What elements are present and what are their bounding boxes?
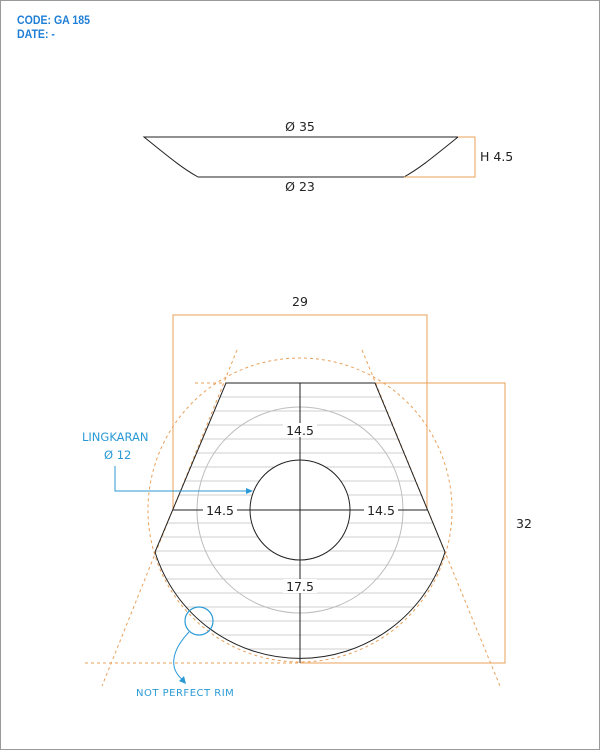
bottom-diameter-label: Ø 23	[285, 179, 315, 194]
code-label: CODE: GA 185	[17, 13, 90, 27]
height-label-right: 32	[516, 516, 532, 531]
rim-leader-arrow	[179, 676, 186, 684]
height-dimension-line	[404, 136, 476, 178]
left-dimension-label: 14.5	[206, 503, 234, 518]
height-dimension-box	[300, 382, 506, 664]
top-diameter-label: Ø 35	[285, 119, 315, 134]
height-label: H 4.5	[480, 149, 513, 164]
rim-annotation-label: NOT PERFECT RIM	[136, 688, 234, 699]
date-label: DATE: -	[17, 27, 55, 41]
circle-annotation-diameter: Ø 12	[104, 448, 131, 462]
plate-outline	[154, 382, 446, 659]
side-view: Ø 35 Ø 23 H 4.5	[142, 119, 513, 194]
width-label: 29	[292, 294, 308, 309]
plan-view: 14.5 14.5 14.5 17.5 29 32	[85, 294, 532, 687]
circle-leader-arrow	[246, 488, 253, 494]
side-profile	[142, 136, 460, 178]
circle-leader-line	[114, 466, 248, 492]
rim-highlight-circle	[184, 606, 214, 636]
upper-dimension-label: 14.5	[286, 423, 314, 438]
lower-dimension-label: 17.5	[286, 579, 314, 594]
annotations: LINGKARAN Ø 12 NOT PERFECT RIM	[82, 430, 253, 699]
construction-circle	[147, 357, 453, 663]
right-dimension-label: 14.5	[367, 503, 395, 518]
title-block: CODE: GA 185 DATE: -	[17, 13, 90, 41]
circle-annotation-label: LINGKARAN	[82, 430, 149, 444]
rim-leader-line	[173, 631, 190, 681]
